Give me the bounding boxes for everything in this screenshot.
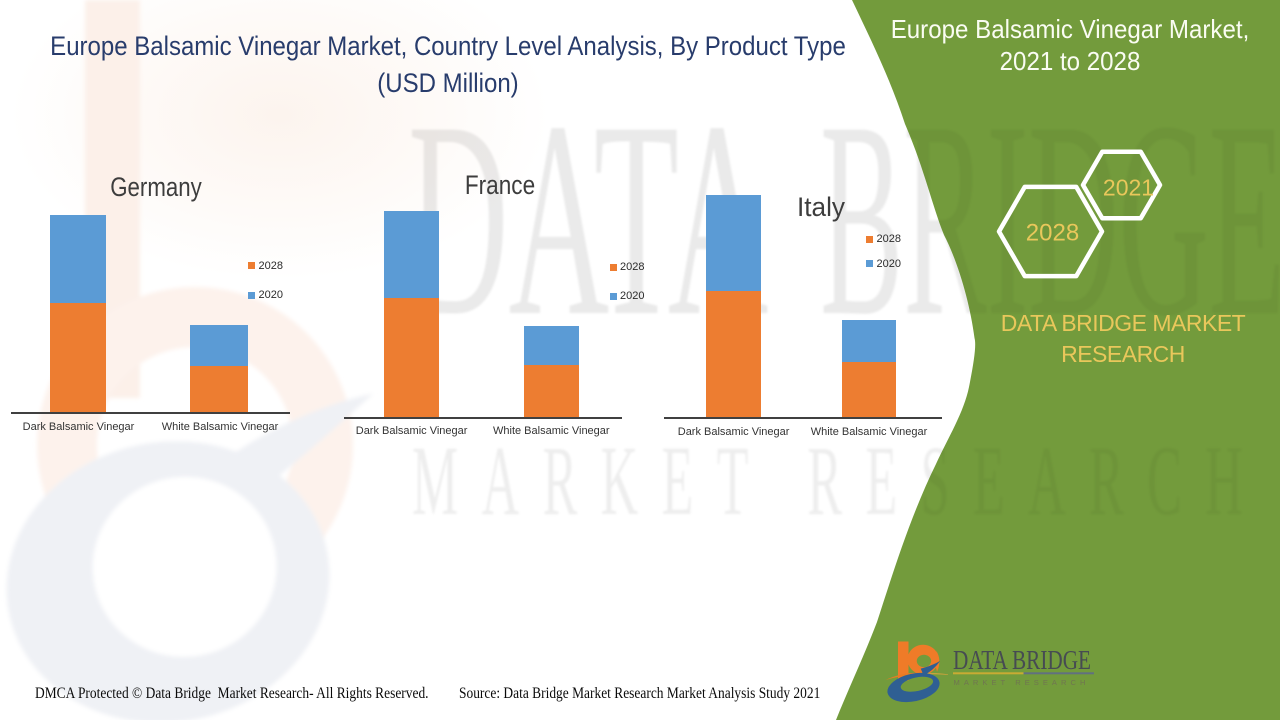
svg-text:2028: 2028 [1026,220,1079,247]
svg-text:DATA BRIDGE: DATA BRIDGE [953,644,1091,675]
svg-text:MARKET RESEARCH: MARKET RESEARCH [954,678,1090,687]
svg-text:2021: 2021 [1103,175,1154,201]
